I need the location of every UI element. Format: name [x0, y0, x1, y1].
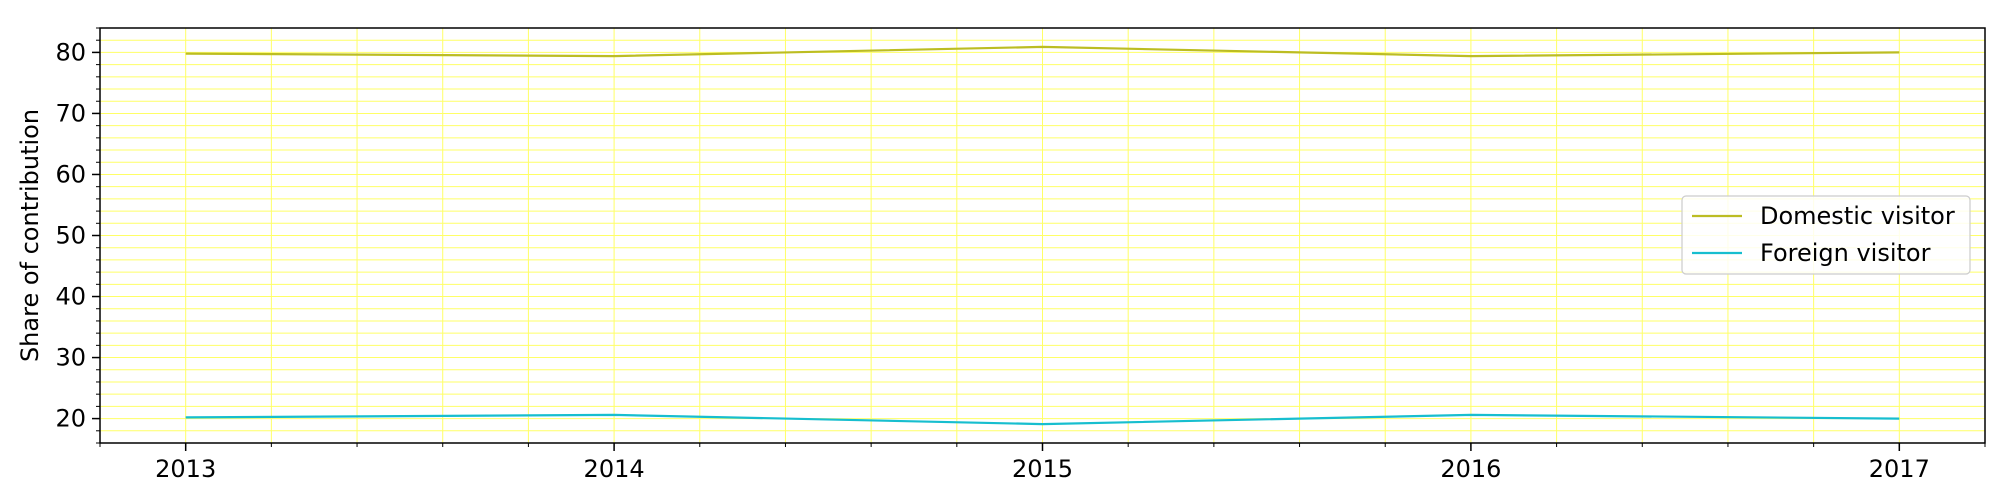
x-tick-label: 2014	[584, 455, 645, 483]
y-tick-label: 60	[55, 160, 86, 188]
x-tick-label: 2015	[1012, 455, 1073, 483]
y-tick-label: 70	[55, 99, 86, 127]
legend-label: Foreign visitor	[1760, 239, 1931, 267]
y-tick-label: 50	[55, 222, 86, 250]
x-tick-label: 2017	[1869, 455, 1930, 483]
y-tick-label: 80	[55, 38, 86, 66]
legend-entries: Domestic visitor Foreign visitor	[1692, 202, 1955, 267]
legend-box	[1681, 195, 1971, 275]
legend: Domestic visitor Foreign visitor	[1681, 195, 1971, 275]
y-tick-label: 20	[55, 405, 86, 433]
y-axis-title: Share of contribution	[16, 109, 44, 362]
x-tick-label: 2013	[155, 455, 216, 483]
y-tick-label: 30	[55, 344, 86, 372]
legend-label: Domestic visitor	[1760, 202, 1955, 230]
axes-layer: 20 30 40 50 60 70 80 2013 2014 2015 2016 2017	[55, 27, 1986, 483]
series-layer	[185, 45, 1900, 426]
series-line	[185, 45, 1900, 58]
grid-layer	[99, 27, 1986, 444]
y-tick-label: 40	[55, 283, 86, 311]
x-tick-label: 2016	[1440, 455, 1501, 483]
series-line	[185, 413, 1900, 426]
